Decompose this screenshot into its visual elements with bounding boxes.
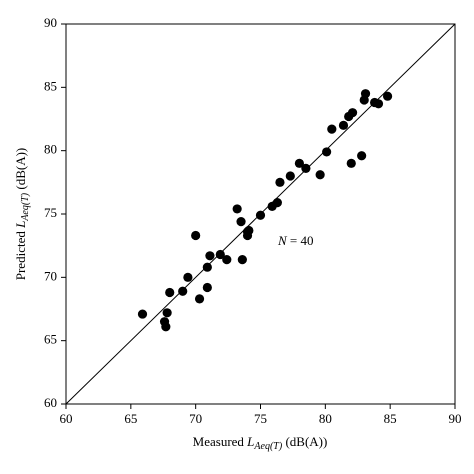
point	[244, 225, 254, 236]
x-tick-label: 70	[189, 411, 202, 426]
point	[322, 147, 332, 157]
point	[202, 262, 212, 272]
point	[178, 286, 188, 296]
label-subscript: Aeq(T)	[20, 192, 31, 221]
point	[357, 151, 367, 161]
point	[255, 210, 266, 220]
x-tick-label: 65	[124, 411, 137, 426]
point	[237, 255, 247, 265]
point	[382, 91, 393, 101]
point	[373, 99, 384, 109]
y-tick-label: 85	[44, 78, 57, 93]
point	[346, 158, 356, 168]
y-tick-label: 65	[44, 332, 57, 347]
label-symbol: L	[246, 434, 254, 449]
point	[205, 251, 215, 261]
point	[301, 163, 311, 173]
y-tick-label: 80	[44, 142, 57, 157]
label-subscript: Aeq(T)	[253, 441, 282, 452]
point	[137, 309, 148, 319]
point	[191, 230, 201, 241]
annotation-text: = 40	[290, 233, 314, 248]
label-text: Measured	[193, 434, 245, 449]
point	[194, 294, 205, 304]
x-tick-label: 60	[60, 411, 73, 426]
label-text: Predicted	[13, 231, 28, 281]
y-tick-label: 60	[44, 395, 57, 410]
x-axis-label: Measured LAeq(T) (dB(A))	[193, 434, 328, 452]
point	[275, 177, 285, 187]
point	[165, 287, 175, 298]
annotation: N = 40	[277, 233, 314, 248]
point	[347, 108, 358, 118]
point	[294, 158, 304, 168]
point	[236, 217, 246, 227]
point	[183, 272, 193, 282]
x-tick-label: 90	[449, 411, 462, 426]
point	[327, 124, 337, 134]
x-tick-label: 80	[319, 411, 332, 426]
point	[285, 171, 295, 181]
y-tick-label: 90	[44, 15, 57, 30]
point	[272, 198, 282, 208]
point	[202, 282, 212, 293]
point	[215, 249, 225, 260]
label-text: (dB(A))	[285, 434, 327, 449]
label-text: (dB(A))	[13, 148, 28, 190]
point	[315, 170, 325, 180]
point	[360, 89, 371, 99]
point	[338, 120, 349, 130]
y-axis-label: Predicted LAeq(T) (dB(A))	[13, 148, 31, 281]
point	[232, 204, 242, 214]
x-tick-label: 85	[384, 411, 397, 426]
annotation-symbol: N	[277, 233, 288, 248]
y-tick-label: 70	[44, 268, 57, 283]
point	[161, 322, 171, 332]
label-symbol: L	[13, 221, 28, 229]
x-tick-label: 75	[254, 411, 267, 426]
y-tick-label: 75	[44, 205, 57, 220]
point	[162, 308, 172, 318]
point	[222, 255, 232, 265]
